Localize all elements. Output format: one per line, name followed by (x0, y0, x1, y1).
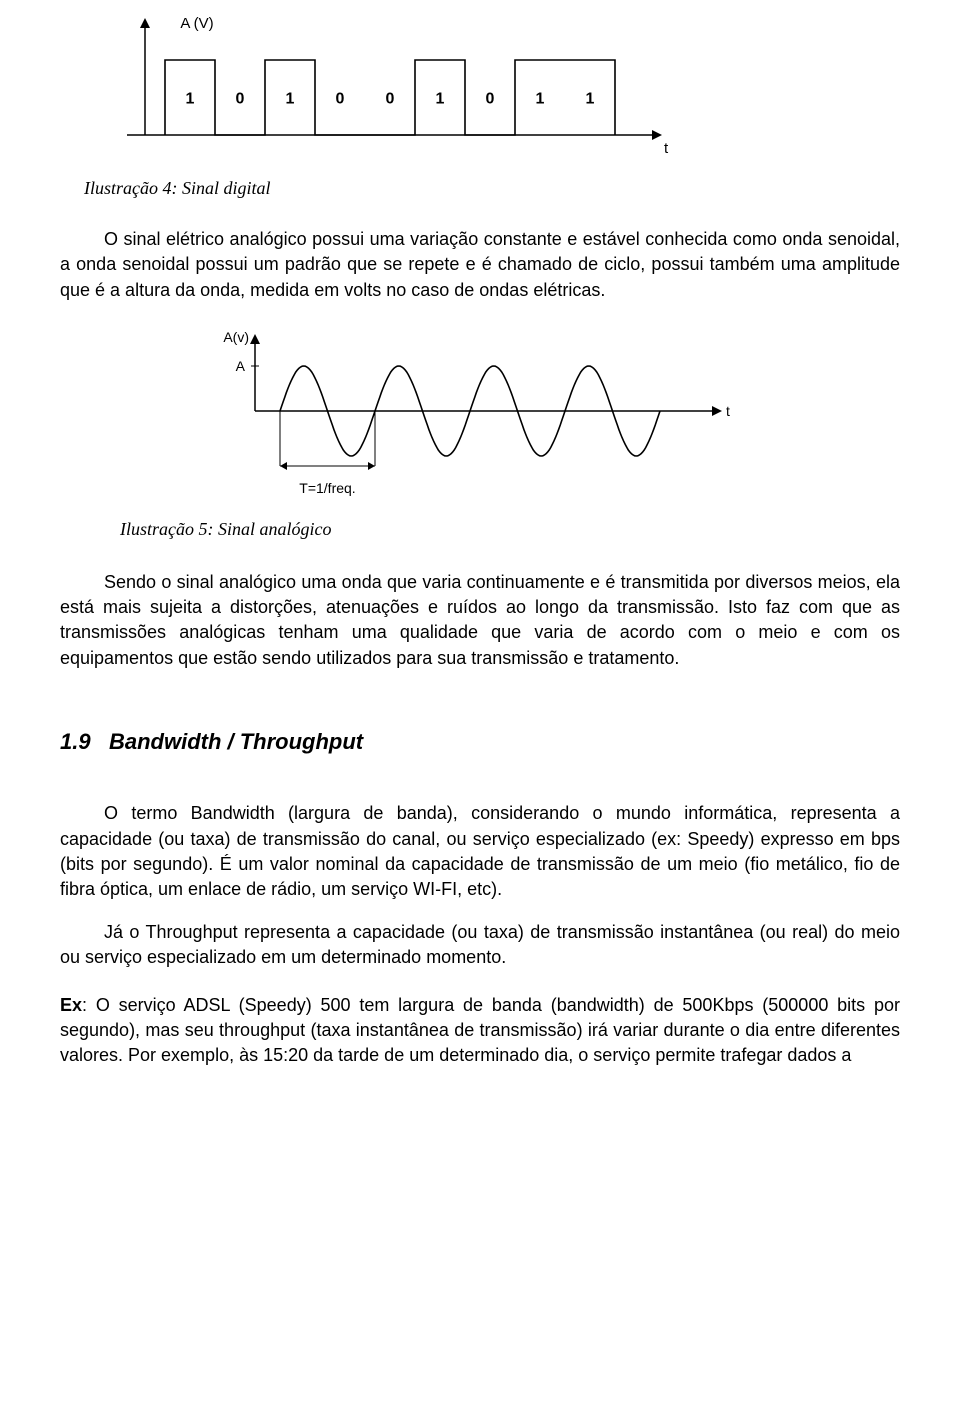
section-title: Bandwidth / Throughput (109, 729, 363, 754)
svg-text:0: 0 (386, 91, 395, 108)
figure1-caption: Ilustração 4: Sinal digital (84, 176, 900, 201)
svg-text:1: 1 (536, 91, 545, 108)
svg-text:t: t (726, 403, 730, 419)
svg-text:A(v): A(v) (223, 329, 249, 345)
paragraph-4: Já o Throughput representa a capacidade … (60, 920, 900, 970)
svg-text:0: 0 (336, 91, 345, 108)
svg-text:t: t (664, 140, 669, 157)
svg-text:1: 1 (586, 91, 595, 108)
section-heading: 1.9 Bandwidth / Throughput (60, 727, 900, 758)
example-label: Ex (60, 995, 82, 1015)
paragraph-5-body: : O serviço ADSL (Speedy) 500 tem largur… (60, 995, 900, 1065)
figure-digital-signal: A (V) t 1 0 1 0 0 1 0 1 1 (90, 10, 690, 170)
paragraph-3: O termo Bandwidth (largura de banda), co… (60, 801, 900, 902)
paragraph-2: Sendo o sinal analógico uma onda que var… (60, 570, 900, 671)
svg-text:A: A (236, 358, 246, 374)
document-page: A (V) t 1 0 1 0 0 1 0 1 1 Ilustração 4: Sinal digi… (0, 0, 960, 1068)
section-number: 1.9 (60, 729, 91, 754)
figure-analog-signal: A(v) At T=1/freq. (200, 321, 760, 511)
svg-text:1: 1 (436, 91, 445, 108)
svg-text:0: 0 (486, 91, 495, 108)
paragraph-5: Ex: O serviço ADSL (Speedy) 500 tem larg… (60, 993, 900, 1069)
figure2-caption: Ilustração 5: Sinal analógico (120, 517, 900, 542)
paragraph-1: O sinal elétrico analógico possui uma va… (60, 227, 900, 303)
svg-text:1: 1 (186, 91, 195, 108)
svg-text:T=1/freq.: T=1/freq. (299, 480, 355, 496)
svg-text:1: 1 (286, 91, 295, 108)
svg-text:0: 0 (236, 91, 245, 108)
svg-text:A (V): A (V) (180, 15, 213, 32)
